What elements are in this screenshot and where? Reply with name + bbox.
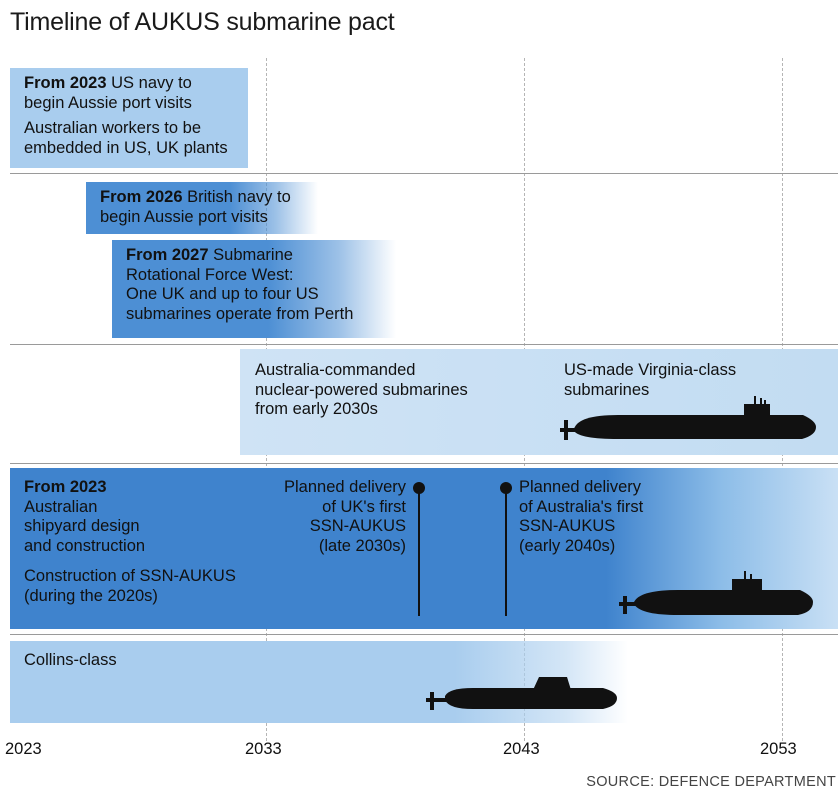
- ssn-aukus-submarine-icon: [619, 571, 813, 615]
- tick-2053: 2053: [760, 740, 797, 758]
- row3-virginia-line1: US-made Virginia-class: [564, 361, 737, 379]
- virginia-class-submarine-icon: [560, 396, 816, 440]
- row4-left-text: From 2023 Australian shipyard design and…: [24, 478, 274, 606]
- au-delivery-marker-line: [505, 488, 507, 616]
- row4-uk-line3: SSN-AUKUS: [309, 517, 406, 535]
- row3-line2: nuclear-powered submarines: [255, 380, 468, 399]
- row4-line4: and construction: [24, 536, 146, 555]
- row4-au-line1: Planned delivery: [519, 478, 641, 496]
- row5-label: Collins-class: [24, 651, 117, 669]
- chart-title: Timeline of AUKUS submarine pact: [10, 8, 395, 36]
- row2-item1-line2: begin Aussie port visits: [100, 207, 268, 226]
- row4-au-line4: (early 2040s): [519, 536, 616, 555]
- source-credit: SOURCE: DEFENCE DEPARTMENT: [586, 774, 836, 790]
- row1-bar: [10, 68, 248, 168]
- row4-line3: shipyard design: [24, 517, 140, 535]
- row4-bold-year: From 2023: [24, 478, 107, 496]
- row-separator: [10, 634, 838, 635]
- row1-line2: begin Aussie port visits: [24, 93, 192, 112]
- row2-text-2026: From 2026 British navy to begin Aussie p…: [100, 188, 330, 227]
- row3-text: Australia-commanded nuclear-powered subm…: [255, 361, 535, 420]
- row4-uk-line4: (late 2030s): [318, 536, 406, 555]
- row2-bar-2026: [86, 182, 318, 234]
- row2-item2-line3: One UK and up to four US: [126, 285, 319, 303]
- row4-au-delivery-text: Planned delivery of Australia's first SS…: [519, 478, 699, 556]
- row1-line1: US navy to: [106, 74, 192, 92]
- row4-au-line3: SSN-AUKUS: [519, 517, 616, 535]
- row5-bar: [10, 641, 628, 723]
- row2-item2-line2: Rotational Force West:: [126, 265, 294, 284]
- collins-class-submarine-icon: [426, 677, 617, 710]
- row4-line2: Australian: [24, 497, 98, 516]
- tick-2043: 2043: [503, 740, 540, 758]
- row2-text-2027: From 2027 Submarine Rotational Force Wes…: [126, 246, 396, 324]
- row3-line1: Australia-commanded: [255, 361, 416, 379]
- row-separator: [10, 463, 838, 464]
- tick-2033: 2033: [245, 740, 282, 758]
- row4-line5: Construction of SSN-AUKUS: [24, 567, 236, 585]
- row1-line3: Australian workers to be: [24, 119, 201, 137]
- row4-uk-line2: of UK's first: [322, 497, 406, 516]
- row2-item1-line1: British navy to: [182, 188, 291, 206]
- row2-bar-2027: [112, 240, 396, 338]
- row4-au-line2: of Australia's first: [519, 497, 644, 516]
- row3-virginia-line2: submarines: [564, 380, 650, 399]
- tick-2023: 2023: [5, 740, 42, 758]
- row4-line6: (during the 2020s): [24, 586, 158, 605]
- row3-line3: from early 2030s: [255, 400, 378, 418]
- row4-uk-delivery-text: Planned delivery of UK's first SSN-AUKUS…: [248, 478, 406, 556]
- row-separator: [10, 344, 838, 345]
- row3-virginia-label: US-made Virginia-class submarines: [564, 361, 784, 400]
- uk-delivery-marker-line: [418, 488, 420, 616]
- row-separator: [10, 173, 838, 174]
- row2-item1-bold-year: From 2026: [100, 188, 183, 206]
- row2-item2-line4: submarines operate from Perth: [126, 304, 354, 323]
- row1-text: From 2023 US navy to begin Aussie port v…: [24, 74, 254, 158]
- row4-uk-line1: Planned delivery: [284, 478, 406, 496]
- row1-bold-year: From 2023: [24, 74, 107, 92]
- row2-item2-bold-year: From 2027: [126, 246, 209, 264]
- row2-item2-line1: Submarine: [208, 246, 293, 264]
- row1-line4: embedded in US, UK plants: [24, 138, 228, 157]
